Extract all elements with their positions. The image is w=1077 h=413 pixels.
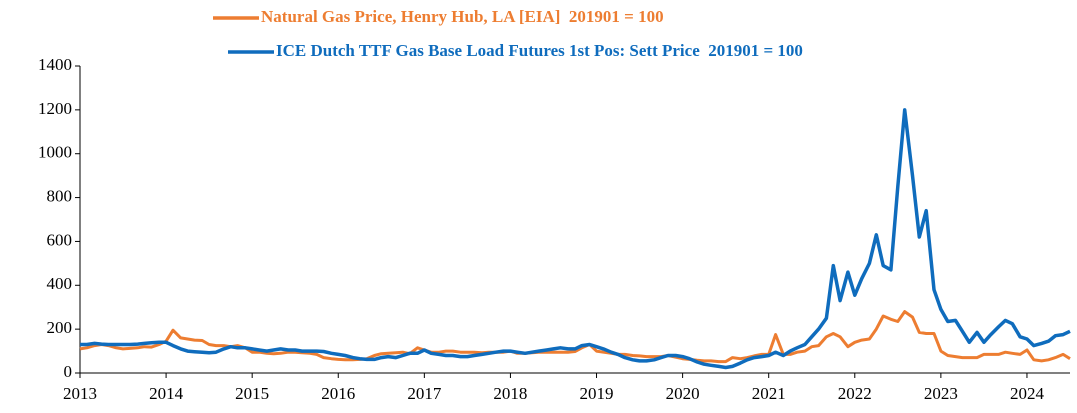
x-tick-label: 2014: [149, 384, 184, 403]
x-tick-label: 2021: [752, 384, 786, 403]
x-tick-label: 2019: [580, 384, 614, 403]
x-tick-label: 2013: [63, 384, 97, 403]
x-tick-label: 2023: [924, 384, 958, 403]
x-tick-label: 2024: [1010, 384, 1045, 403]
series-line: [79, 310, 1071, 364]
x-tick-label: 2022: [838, 384, 872, 403]
y-tick-label: 200: [47, 318, 73, 337]
legend-label: Natural Gas Price, Henry Hub, LA [EIA] 2…: [261, 7, 664, 26]
x-tick-label: 2018: [493, 384, 527, 403]
x-tick-label: 2017: [407, 384, 442, 403]
y-tick-label: 400: [47, 274, 73, 293]
x-tick-label: 2015: [235, 384, 269, 403]
x-tick-label: 2020: [666, 384, 700, 403]
y-tick-label: 1000: [38, 143, 72, 162]
x-tick-label: 2016: [321, 384, 355, 403]
y-tick-label: 1400: [38, 55, 72, 74]
y-tick-label: 600: [47, 230, 73, 249]
series-line: [80, 108, 1071, 370]
y-tick-label: 800: [47, 186, 73, 205]
y-tick-label: 0: [64, 362, 73, 381]
y-tick-label: 1200: [38, 99, 72, 118]
legend-label: ICE Dutch TTF Gas Base Load Futures 1st …: [276, 41, 803, 60]
